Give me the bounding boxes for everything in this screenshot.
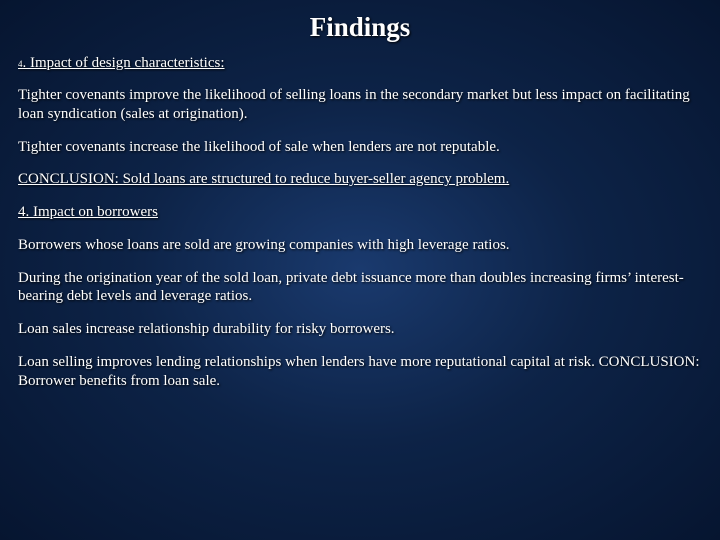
- conclusion-agency-problem: CONCLUSION: Sold loans are structured to…: [18, 170, 702, 189]
- section-heading-design: 4. Impact of design characteristics:: [18, 55, 702, 72]
- section-heading-borrowers: 4. Impact on borrowers: [18, 203, 702, 222]
- heading-text: . Impact of design characteristics:: [23, 55, 225, 71]
- paragraph-reputational-capital: Loan selling improves lending relationsh…: [18, 353, 702, 391]
- paragraph-covenants-secondary: Tighter covenants improve the likelihood…: [18, 86, 702, 124]
- slide-title: Findings: [18, 12, 702, 43]
- paragraph-covenants-reputable: Tighter covenants increase the likelihoo…: [18, 138, 702, 157]
- paragraph-relationship-durability: Loan sales increase relationship durabil…: [18, 320, 702, 339]
- paragraph-growing-companies: Borrowers whose loans are sold are growi…: [18, 236, 702, 255]
- paragraph-origination-year: During the origination year of the sold …: [18, 269, 702, 307]
